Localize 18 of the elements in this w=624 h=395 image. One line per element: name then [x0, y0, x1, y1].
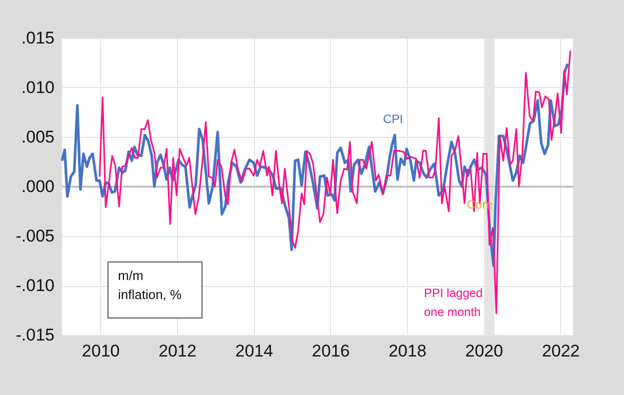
- x-tick-label: 2022: [542, 342, 580, 360]
- x-tick-label: 2016: [312, 342, 350, 360]
- y-tick-label: -.010: [16, 276, 54, 295]
- series-label: PPI lagged one month: [424, 286, 483, 319]
- y-tick-label: -.015: [16, 326, 54, 344]
- y-tick-label: -.005: [16, 226, 54, 246]
- x-tick-label: 2020: [465, 342, 504, 360]
- x-tick-label: 2010: [82, 342, 120, 360]
- series-label: CPI: [382, 112, 404, 126]
- x-tick-label: 2018: [388, 342, 426, 360]
- line-series: [98, 50, 572, 314]
- y-tick-label: .010: [21, 78, 54, 97]
- annotation: m/m inflation, %: [118, 268, 182, 302]
- x-tick-label: 2012: [158, 342, 196, 360]
- y-tick-label: .015: [21, 28, 54, 48]
- y-tick-label: .005: [21, 128, 54, 146]
- x-tick-label: 2014: [235, 342, 274, 360]
- y-tick-label: .000: [21, 177, 54, 196]
